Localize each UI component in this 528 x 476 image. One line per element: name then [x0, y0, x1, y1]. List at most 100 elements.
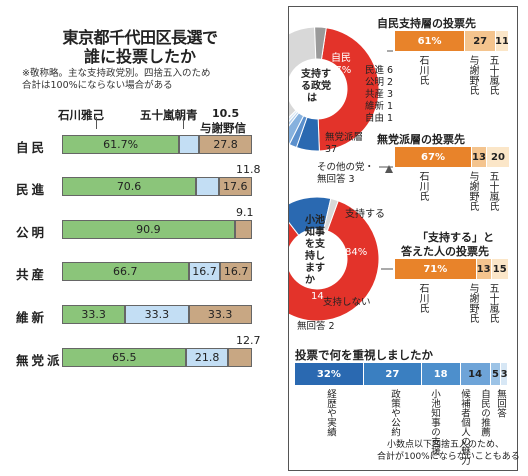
stacked-bar: 66.7 16.7 16.7	[62, 262, 252, 281]
pie-label-other: その他の党・	[317, 161, 374, 173]
bar-ldp-supporters: 61% 27 11	[395, 31, 509, 51]
candidate-vertical-label: 与謝野氏	[467, 283, 478, 323]
bar-segment: 27	[465, 31, 497, 51]
pie2-center-label: 小池	[304, 213, 325, 226]
pie2-center-label: 知事	[304, 225, 325, 238]
small-segment-value: 9.1	[236, 206, 254, 219]
right-panel: 自民 47% 支持す る政党は 民進 6 公明 2 共産 3 維新 1 自由 1 無党派層 37 その…	[288, 6, 520, 471]
bar-segment: 21.8	[186, 348, 228, 367]
pie1-party-label: 維新 1	[365, 100, 393, 112]
stacked-bar: 65.5 21.8	[62, 348, 252, 367]
heading-priorities: 投票で何を重視しましたか	[295, 348, 433, 362]
pie-hole	[289, 229, 347, 289]
priority-label: 無回答	[495, 389, 506, 418]
bar-segment: 27	[363, 363, 422, 385]
heading-koike-support-b: 答えた人の投票先	[401, 245, 489, 258]
priority-label: 候補者個人の魅力	[459, 389, 470, 465]
candidate-label-igarashi: 五十嵐朝青	[140, 108, 198, 122]
pie-label-other: 無回答 3	[317, 173, 355, 185]
candidate-vertical-label: 石川氏	[417, 55, 428, 85]
pie1-party-label: 民進 6	[365, 64, 393, 76]
pie1-party-label: 共産 3	[365, 88, 393, 100]
stacked-bar: 70.6 17.6	[62, 177, 252, 196]
bar-segment	[227, 348, 252, 367]
candidate-vertical-label: 与謝野氏	[467, 171, 478, 211]
pie-label-no: 支持しない	[323, 296, 371, 308]
bar-segment: 65.5	[62, 348, 187, 367]
bar-segment: 11	[496, 31, 509, 51]
bar-segment: 71%	[395, 259, 477, 279]
pie-label-ldp: 自民	[331, 51, 351, 64]
pie-hole	[289, 59, 347, 119]
chart-title-line2: 誰に投票したか	[83, 47, 196, 66]
footnote-line1: 小数点以下四捨五入のため、	[387, 440, 505, 450]
bar-segment: 5	[490, 363, 502, 385]
stacked-bar: 90.9	[62, 220, 252, 239]
candidate-vertical-label: 与謝野氏	[467, 55, 478, 95]
pie1-center-label: 支持す	[300, 67, 331, 80]
pie2-center-label: を支	[305, 237, 326, 250]
bar-segment: 14	[460, 363, 491, 385]
bar-segment: 20	[486, 147, 510, 167]
note-line2: 合計は100%にならない場合がある	[22, 80, 173, 91]
pie-label-yes: 支持する	[345, 207, 385, 220]
leader-line-ishikawa	[96, 117, 97, 129]
bar-segment	[196, 177, 219, 196]
priority-label: 経歴や実績	[325, 389, 336, 437]
pie2-center-label: か	[305, 274, 315, 286]
bar-segment: 3	[501, 363, 508, 385]
bar-segment	[234, 220, 252, 239]
pie-label-na: 無回答 2	[297, 320, 335, 332]
pie-value-ldp: 47%	[329, 65, 351, 76]
bar-segment: 66.7	[62, 262, 189, 281]
pie-value-noparty: 37	[325, 144, 337, 155]
stacked-bar: 33.3 33.3 33.3	[62, 305, 252, 324]
bar-segment: 27.8	[199, 135, 252, 154]
row-label: 共産	[16, 267, 48, 282]
bar-segment: 90.9	[62, 220, 235, 239]
small-segment-value: 11.8	[236, 163, 261, 176]
bar-segment: 33.3	[62, 305, 126, 324]
row-label: 公明	[16, 225, 48, 240]
candidate-label-yosano: 与謝野信	[200, 121, 246, 135]
leader-line-igarashi	[183, 117, 184, 129]
pie1-center-label: る政党	[301, 79, 331, 92]
bar-segment: 16.7	[220, 262, 252, 281]
priority-label: 自民の推薦	[479, 389, 490, 437]
priority-label: 政策や公約	[389, 389, 400, 437]
footnote-line2: 合計が100%にならないこともある	[377, 452, 520, 462]
bar-segment: 33.3	[188, 305, 252, 324]
row-label: 民進	[16, 182, 48, 197]
bar-segment: 18	[421, 363, 461, 385]
bar-segment: 17.6	[218, 177, 252, 196]
bar-segment: 61.7%	[62, 135, 180, 154]
stacked-bar: 61.7% 27.8	[62, 135, 252, 154]
note-line1: ※敬称略。主な支持政党別。四捨五入のため	[22, 68, 211, 79]
bar-segment: 16.7	[188, 262, 221, 281]
row-label: 無党派	[16, 353, 63, 368]
pie1-center-label: は	[307, 92, 317, 104]
pie2-center-label: ます	[305, 262, 325, 274]
bar-segment: 32%	[295, 363, 364, 385]
bar-segment: 15	[491, 259, 509, 279]
chart-title-line1: 東京都千代田区長選で	[62, 28, 218, 47]
candidate-label-igarashi-value: 10.5	[212, 107, 240, 120]
arrow-icon	[385, 165, 393, 173]
candidate-vertical-label: 五十嵐氏	[487, 283, 498, 323]
bar-segment: 13	[472, 147, 487, 167]
pie-slice	[289, 26, 317, 119]
bar-segment: 13	[476, 259, 492, 279]
pie-label-noparty: 無党派層	[325, 131, 363, 143]
small-segment-value: 12.7	[236, 334, 261, 347]
heading-ldp-supporters: 自民支持層の投票先	[377, 17, 476, 30]
heading-koike-support-a: 「支持する」と	[417, 231, 494, 244]
pie-slice	[317, 27, 380, 152]
candidate-vertical-label: 石川氏	[417, 171, 428, 201]
row-label: 維新	[16, 310, 48, 325]
bar-segment: 70.6	[62, 177, 197, 196]
pie-value-no: 14	[311, 291, 324, 302]
bar-priorities: 32%27181453	[295, 363, 508, 385]
priority-label: 小池知事の支援	[429, 389, 440, 456]
pie2-center-label: 持し	[305, 249, 325, 262]
